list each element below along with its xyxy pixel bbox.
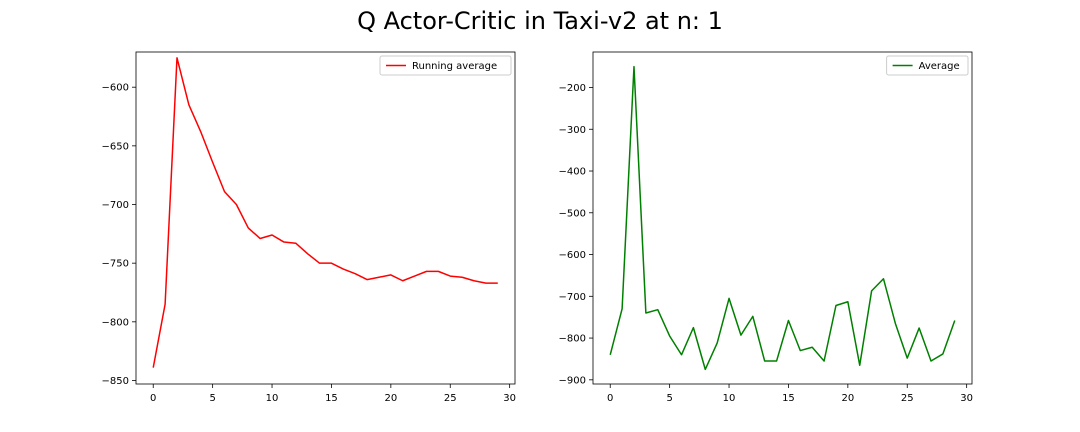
left-y-tick-label: −600 <box>102 83 129 94</box>
right-y-tick-label: −900 <box>559 375 586 386</box>
left-x-tick-label: 30 <box>503 393 516 404</box>
left-legend: Running average <box>379 55 512 76</box>
left-series-line-0 <box>152 57 498 368</box>
left-x-tick-label: 15 <box>325 393 338 404</box>
right-x-tick-label: 10 <box>723 393 736 404</box>
right-y-tick-label: −200 <box>559 83 586 94</box>
right-axes-frame <box>592 51 973 385</box>
right-chart-panel: 0 5 10 15 20 25 30 −900 −800 −700 −600 −500 −400 −300… <box>559 51 973 404</box>
left-axes-frame <box>135 51 516 385</box>
right-y-tick-label: −400 <box>559 167 586 178</box>
right-x-tick-label: 15 <box>782 393 795 404</box>
right-y-tick-label: −800 <box>559 334 586 345</box>
right-y-tick-label: −700 <box>559 292 586 303</box>
right-y-tick-label: −500 <box>559 208 586 219</box>
left-y-tick-label: −700 <box>102 200 129 211</box>
left-x-tick-label: 20 <box>384 393 397 404</box>
figure-title: Q Actor-Critic in Taxi-v2 at n: 1 <box>357 7 723 35</box>
right-x-tick-label: 30 <box>960 393 973 404</box>
left-y-tick-label: −850 <box>102 376 129 387</box>
right-x-tick-label: 20 <box>841 393 854 404</box>
right-y-tick-label: −300 <box>559 125 586 136</box>
left-legend-box <box>379 55 512 76</box>
left-chart-panel: 0 5 10 15 20 25 30 −850 −800 −750 −700 −650 −600 Runn… <box>102 51 516 404</box>
left-x-tick-label: 0 <box>150 393 156 404</box>
right-y-tick-label: −600 <box>559 250 586 261</box>
right-legend-box <box>886 55 969 76</box>
left-y-tick-label: −750 <box>102 259 129 270</box>
right-legend: Average <box>886 55 969 76</box>
right-x-tick-label: 25 <box>901 393 914 404</box>
left-y-tick-label: −650 <box>102 141 129 152</box>
left-y-tick-label: −800 <box>102 317 129 328</box>
left-x-tick-label: 10 <box>266 393 279 404</box>
right-series-line-0 <box>609 65 956 371</box>
left-x-tick-label: 5 <box>209 393 215 404</box>
right-x-tick-label: 0 <box>607 393 613 404</box>
left-legend-label: Running average <box>412 61 497 72</box>
left-x-tick-label: 25 <box>444 393 457 404</box>
right-legend-label: Average <box>919 61 960 72</box>
right-x-tick-label: 5 <box>666 393 672 404</box>
